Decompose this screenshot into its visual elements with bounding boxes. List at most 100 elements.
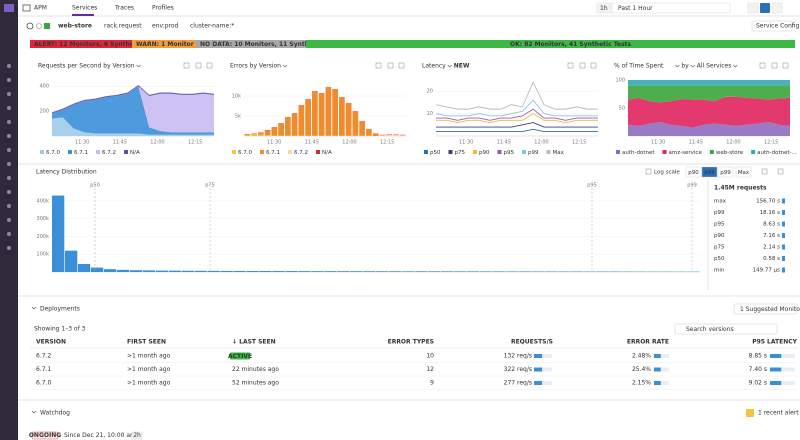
- legend-label[interactable]: auth-dotnet-...: [757, 150, 797, 156]
- stat-name: p99: [714, 210, 725, 216]
- histogram-bar: [557, 271, 570, 272]
- legend-label[interactable]: p50: [430, 150, 441, 156]
- cell: 10: [426, 353, 434, 360]
- next-button[interactable]: [771, 2, 783, 14]
- time-range-box[interactable]: [611, 2, 731, 14]
- legend-label[interactable]: 6.7.1: [74, 150, 88, 156]
- legend-swatch[interactable]: [473, 150, 477, 154]
- log-scale-checkbox[interactable]: [645, 168, 652, 175]
- legend-swatch[interactable]: [546, 150, 551, 154]
- legend-label[interactable]: amz-service: [669, 150, 703, 156]
- dropdown-caret[interactable]: [690, 64, 695, 68]
- collapse-caret[interactable]: [31, 410, 37, 414]
- legend-swatch[interactable]: [68, 150, 72, 154]
- stat-value: 2.14 s: [763, 245, 780, 251]
- column-header[interactable]: VERSION: [36, 339, 66, 346]
- legend-swatch[interactable]: [232, 150, 236, 154]
- error-bar: [332, 89, 338, 136]
- inline-bar-bg: [654, 354, 669, 358]
- legend-label[interactable]: 6.7.2: [102, 150, 116, 156]
- legend-label[interactable]: 6.7.0: [46, 150, 60, 156]
- column-header[interactable]: REQUESTS/S: [511, 339, 553, 346]
- column-header[interactable]: ↓ LAST SEEN: [232, 339, 276, 346]
- legend-swatch[interactable]: [316, 150, 320, 154]
- panel-icon[interactable]: [195, 62, 202, 69]
- panel-icon[interactable]: [771, 62, 778, 69]
- panel-icon[interactable]: [590, 62, 597, 69]
- panel-title[interactable]: All Services: [697, 63, 732, 70]
- suggested-monitor-button[interactable]: [733, 303, 797, 315]
- legend-swatch[interactable]: [448, 150, 453, 154]
- legend-swatch[interactable]: [124, 150, 128, 154]
- panel-icon[interactable]: [782, 62, 789, 69]
- column-header[interactable]: ERROR RATE: [627, 339, 669, 346]
- percentile-button[interactable]: [701, 166, 718, 178]
- dropdown-caret[interactable]: [447, 64, 452, 68]
- legend-swatch[interactable]: [288, 150, 292, 154]
- legend-label[interactable]: N/A: [322, 150, 332, 156]
- status-segment[interactable]: [306, 40, 795, 48]
- legend-label[interactable]: p75: [455, 150, 466, 156]
- service-filter[interactable]: env:prod: [152, 23, 179, 30]
- panel-icon[interactable]: [398, 62, 405, 69]
- legend-label[interactable]: p90: [479, 150, 490, 156]
- legend-label[interactable]: 6.7.0: [238, 150, 252, 156]
- nav-tab[interactable]: Services: [72, 5, 97, 12]
- since-label: Since Dec 21, 10:00 am: [64, 432, 136, 439]
- legend-swatch[interactable]: [522, 150, 526, 154]
- percentile-button[interactable]: [735, 166, 752, 178]
- percentile-button[interactable]: [717, 166, 734, 178]
- service-filter[interactable]: cluster-name:*: [190, 23, 234, 30]
- error-bar: [264, 130, 271, 136]
- legend-label[interactable]: web-store: [716, 150, 744, 156]
- dropdown-caret[interactable]: [675, 64, 680, 68]
- legend-label[interactable]: N/A: [130, 150, 140, 156]
- panel-icon[interactable]: [206, 62, 213, 69]
- time-short-box[interactable]: [596, 2, 612, 14]
- legend-swatch[interactable]: [424, 150, 428, 154]
- panel-icon[interactable]: [579, 62, 586, 69]
- dropdown-caret[interactable]: [733, 64, 738, 68]
- legend-swatch[interactable]: [40, 150, 44, 154]
- panel-icon[interactable]: [183, 62, 190, 69]
- panel-icon[interactable]: [759, 62, 766, 69]
- panel-icon[interactable]: [777, 168, 784, 175]
- dropdown-caret[interactable]: [136, 64, 141, 68]
- service-filter[interactable]: rack.request: [104, 23, 142, 30]
- panel-icon[interactable]: [567, 62, 574, 69]
- column-header[interactable]: FIRST SEEN: [127, 339, 166, 346]
- panel-icon[interactable]: [375, 62, 382, 69]
- legend-swatch[interactable]: [497, 150, 502, 154]
- legend-label[interactable]: p99: [528, 150, 539, 156]
- cell: 22 minutes ago: [232, 366, 279, 373]
- legend-label[interactable]: p95: [504, 150, 515, 156]
- status-segment[interactable]: [196, 40, 306, 48]
- legend-swatch[interactable]: [616, 150, 620, 154]
- legend-swatch[interactable]: [709, 150, 714, 154]
- column-header[interactable]: P95 LATENCY: [752, 339, 797, 346]
- panel-icon[interactable]: [761, 168, 768, 175]
- status-segment[interactable]: [132, 40, 196, 48]
- config-button[interactable]: [751, 20, 793, 32]
- legend-swatch[interactable]: [260, 150, 264, 154]
- legend-label[interactable]: 6.7.1: [266, 150, 280, 156]
- prev-button[interactable]: [747, 2, 759, 14]
- nav-tab[interactable]: Profiles: [152, 5, 174, 12]
- legend-label[interactable]: 6.7.2: [294, 150, 308, 156]
- legend-swatch[interactable]: [96, 150, 100, 154]
- pause-button[interactable]: [760, 3, 770, 13]
- search-box[interactable]: [674, 323, 778, 335]
- legend-swatch[interactable]: [751, 150, 756, 154]
- legend-label[interactable]: auth-dotnet: [622, 150, 655, 156]
- panel-icon[interactable]: [387, 62, 394, 69]
- status-segment[interactable]: [30, 40, 132, 48]
- logo[interactable]: [4, 4, 14, 12]
- percentile-button[interactable]: [685, 166, 702, 178]
- nav-tab[interactable]: Traces: [114, 5, 134, 12]
- legend-swatch[interactable]: [662, 150, 667, 154]
- dropdown-caret[interactable]: [282, 64, 288, 68]
- favorite-star[interactable]: [36, 23, 42, 29]
- collapse-caret[interactable]: [31, 306, 37, 310]
- legend-label[interactable]: Max: [553, 150, 565, 156]
- column-header[interactable]: ERROR TYPES: [388, 339, 434, 346]
